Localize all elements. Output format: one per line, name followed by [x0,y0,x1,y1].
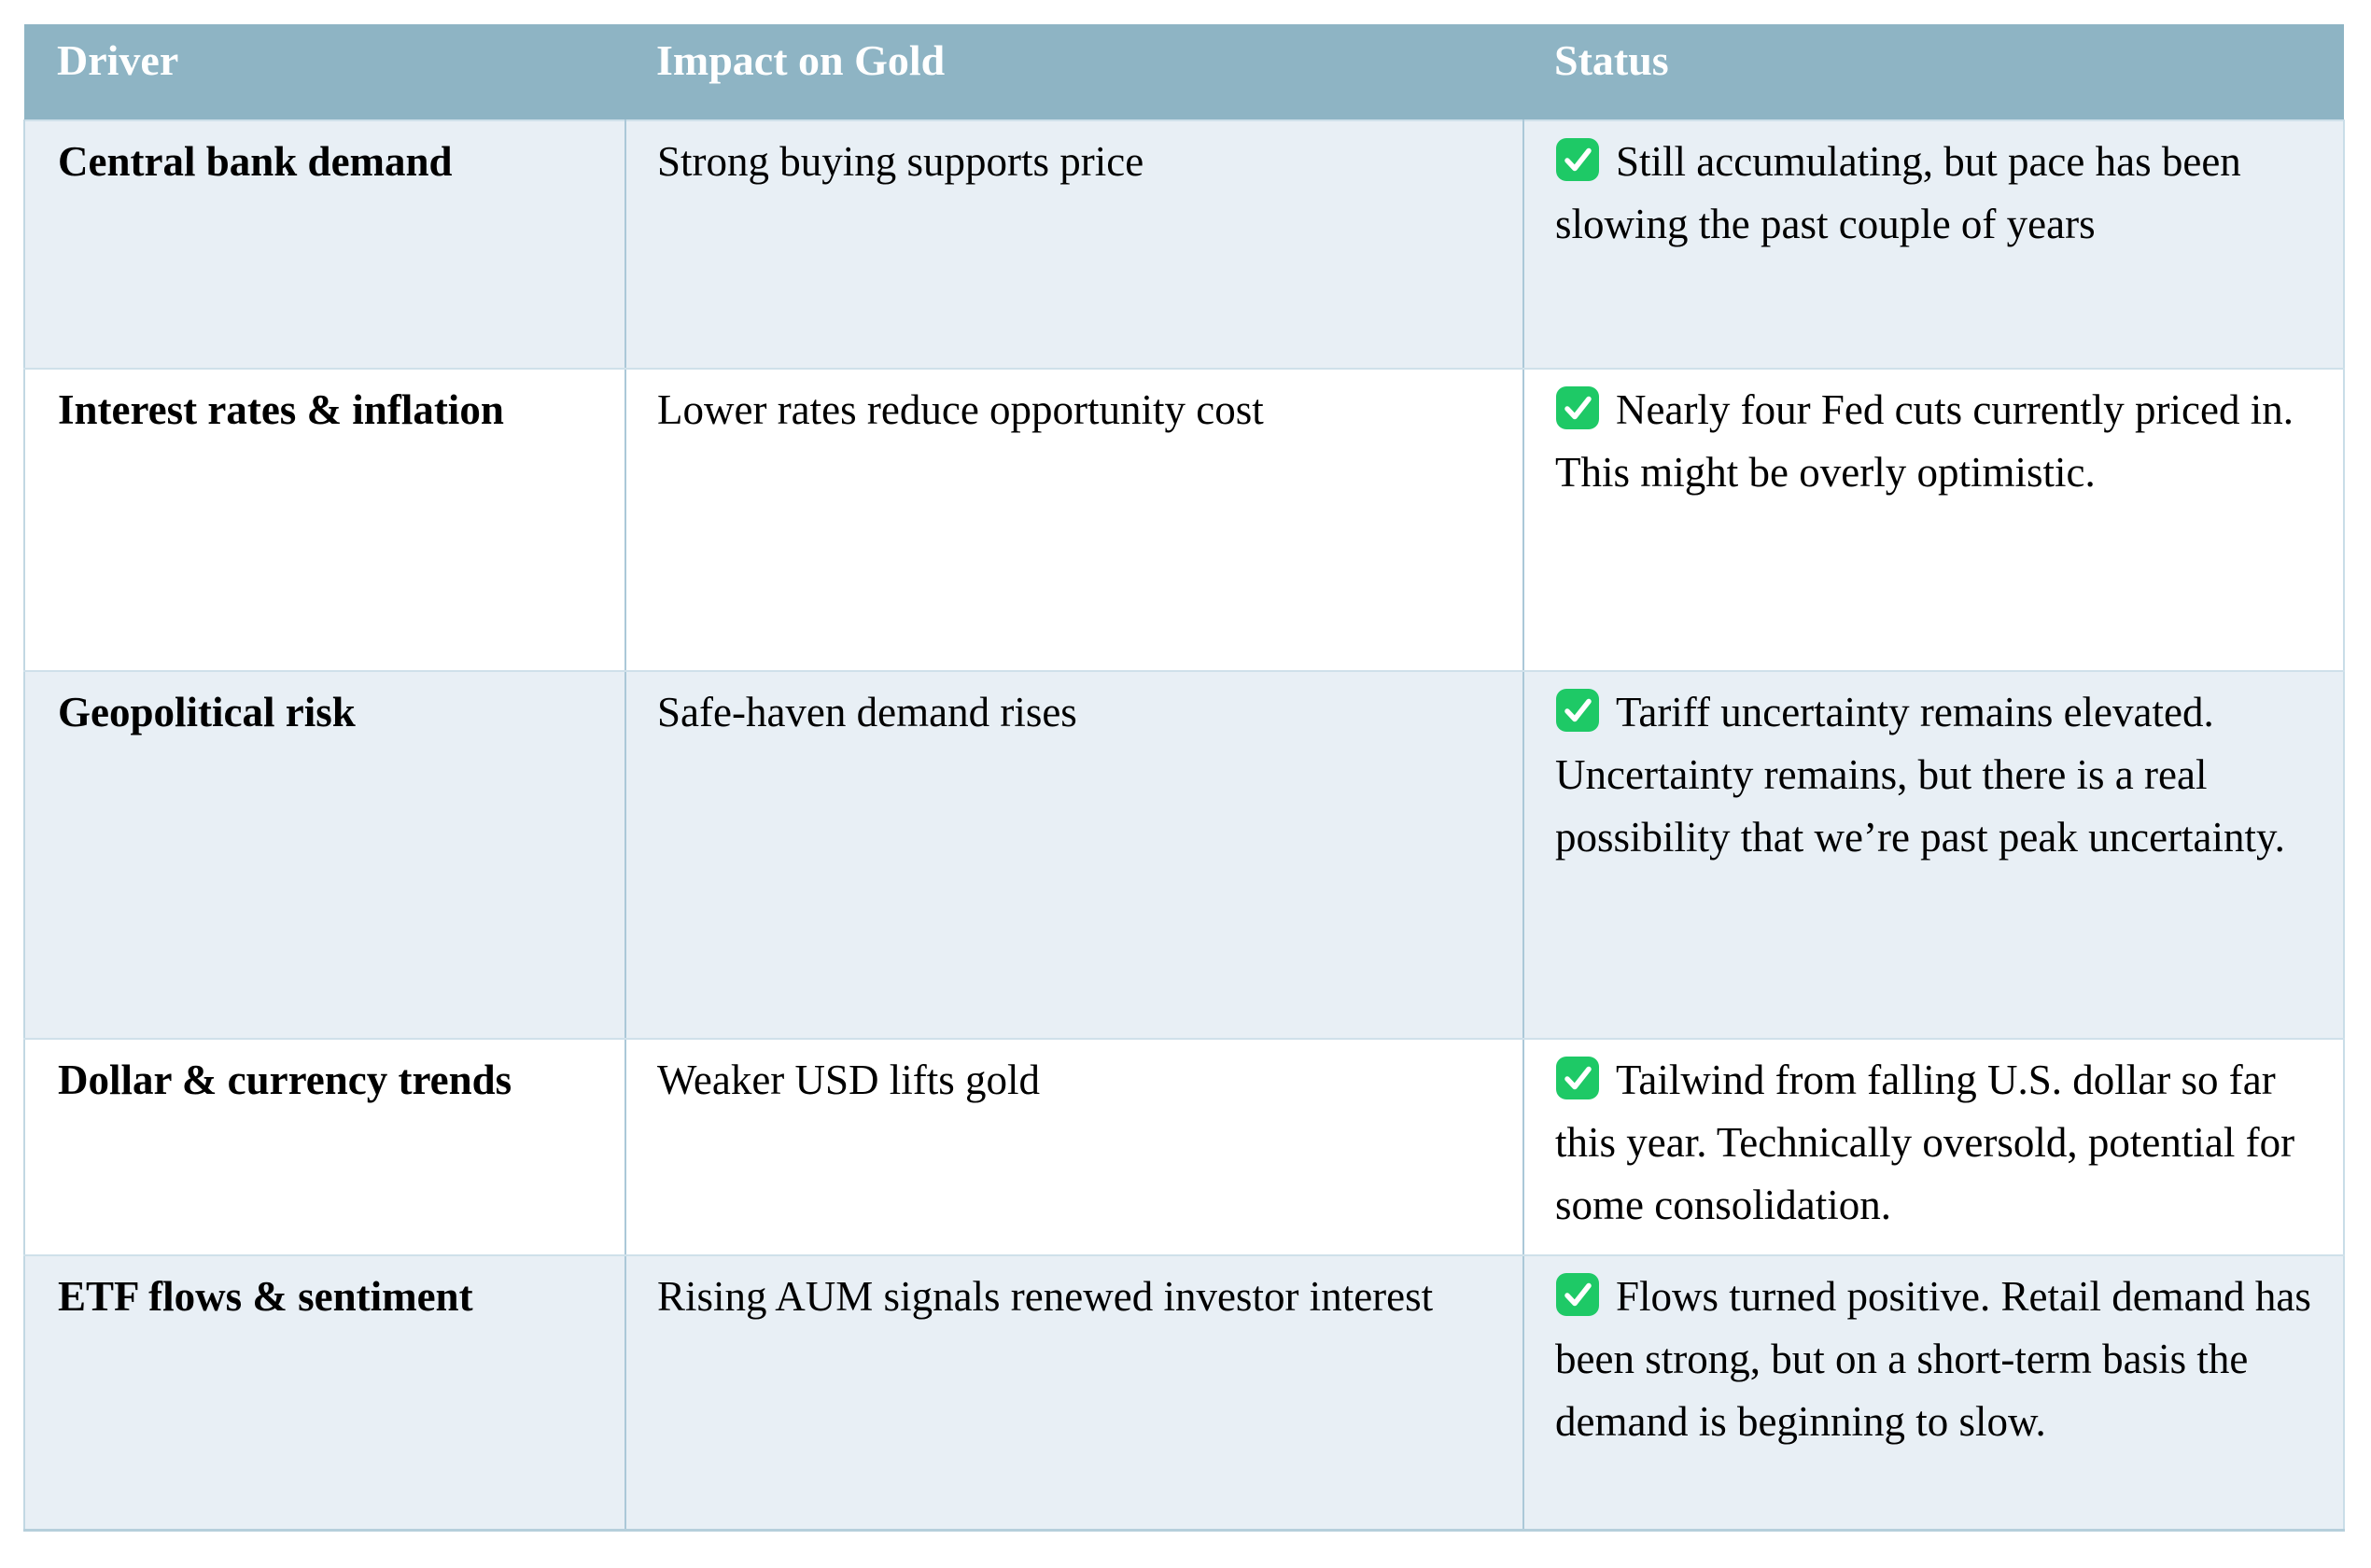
impact-cell: Rising AUM signals renewed investor inte… [624,1254,1524,1532]
status-text: Still accumulating, but pace has been sl… [1555,138,2241,247]
table-row: Geopolitical risk Safe-haven demand rise… [23,670,2345,1040]
status-cell: Still accumulating, but pace has been sl… [1522,119,2345,370]
check-icon [1555,1056,1600,1100]
check-icon [1555,137,1600,182]
status-text: Flows turned positive. Retail demand has… [1555,1273,2311,1445]
table-row: Dollar & currency trends Weaker USD lift… [23,1038,2345,1256]
gold-drivers-table-container: Driver Impact on Gold Status Central ban… [23,24,2345,1532]
status-text: Tariff uncertainty remains elevated. Unc… [1555,689,2285,861]
column-header-status: Status [1523,24,2344,120]
table-row: ETF flows & sentiment Rising AUM signals… [23,1254,2345,1532]
status-cell: Nearly four Fed cuts currently priced in… [1522,368,2345,672]
status-cell: Flows turned positive. Retail demand has… [1522,1254,2345,1532]
driver-cell: Central bank demand [23,119,626,370]
status-cell: Tailwind from falling U.S. dollar so far… [1522,1038,2345,1256]
impact-cell: Weaker USD lifts gold [624,1038,1524,1256]
table-row: Interest rates & inflation Lower rates r… [23,368,2345,672]
driver-cell: Interest rates & inflation [23,368,626,672]
status-text: Tailwind from falling U.S. dollar so far… [1555,1057,2295,1228]
check-icon [1555,385,1600,430]
column-header-driver: Driver [24,24,625,120]
driver-cell: ETF flows & sentiment [23,1254,626,1532]
header-row: Driver Impact on Gold Status [24,24,2344,120]
driver-cell: Dollar & currency trends [23,1038,626,1256]
status-text: Nearly four Fed cuts currently priced in… [1555,386,2294,496]
check-icon [1555,688,1600,733]
impact-cell: Strong buying supports price [624,119,1524,370]
table-row: Central bank demand Strong buying suppor… [23,119,2345,370]
gold-drivers-table: Driver Impact on Gold Status Central ban… [23,24,2345,1532]
status-cell: Tariff uncertainty remains elevated. Unc… [1522,670,2345,1040]
column-header-impact: Impact on Gold [625,24,1523,120]
driver-cell: Geopolitical risk [23,670,626,1040]
impact-cell: Safe-haven demand rises [624,670,1524,1040]
impact-cell: Lower rates reduce opportunity cost [624,368,1524,672]
check-icon [1555,1272,1600,1317]
